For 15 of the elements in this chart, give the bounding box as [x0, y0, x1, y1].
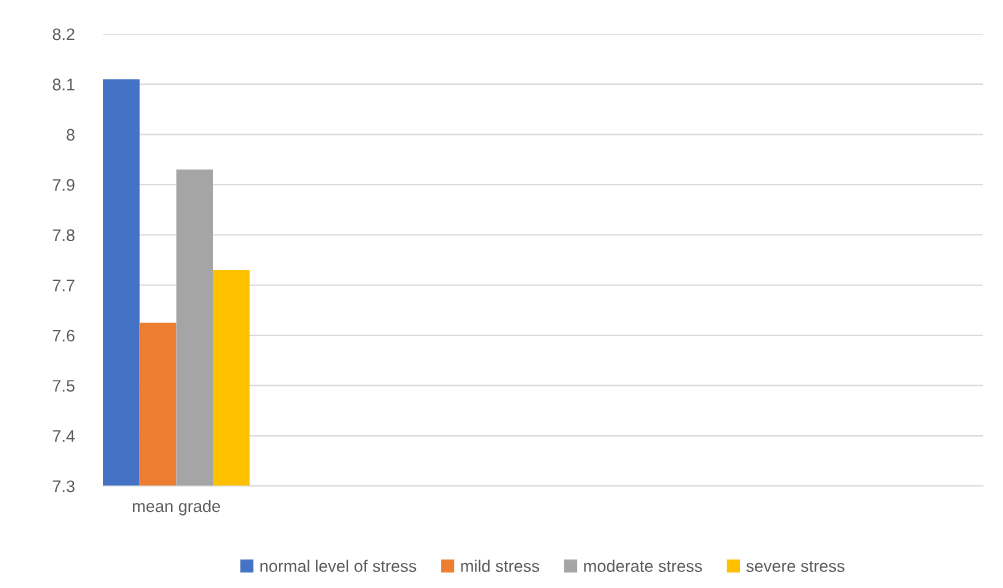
legend-label: mild stress — [461, 559, 540, 572]
y-tick-label: 7.4 — [52, 430, 75, 442]
y-tick-label: 7.8 — [52, 229, 75, 242]
y-tick-label: 8.2 — [52, 28, 75, 41]
legend-label: moderate stress — [584, 559, 702, 572]
x-tick-label: mean grade — [132, 499, 221, 516]
y-tick-label: 7.6 — [52, 329, 75, 342]
legend-label: normal level of stress — [260, 559, 417, 572]
y-tick-label: 8.1 — [52, 78, 75, 91]
y-tick-label: 7.7 — [52, 279, 75, 292]
y-tick-label: 8 — [66, 128, 75, 141]
y-tick-label: 7.9 — [52, 179, 75, 191]
legend-label: severe stress — [746, 561, 845, 572]
y-tick-label: 7.5 — [52, 380, 75, 392]
y-tick-label: 7.3 — [52, 480, 75, 493]
